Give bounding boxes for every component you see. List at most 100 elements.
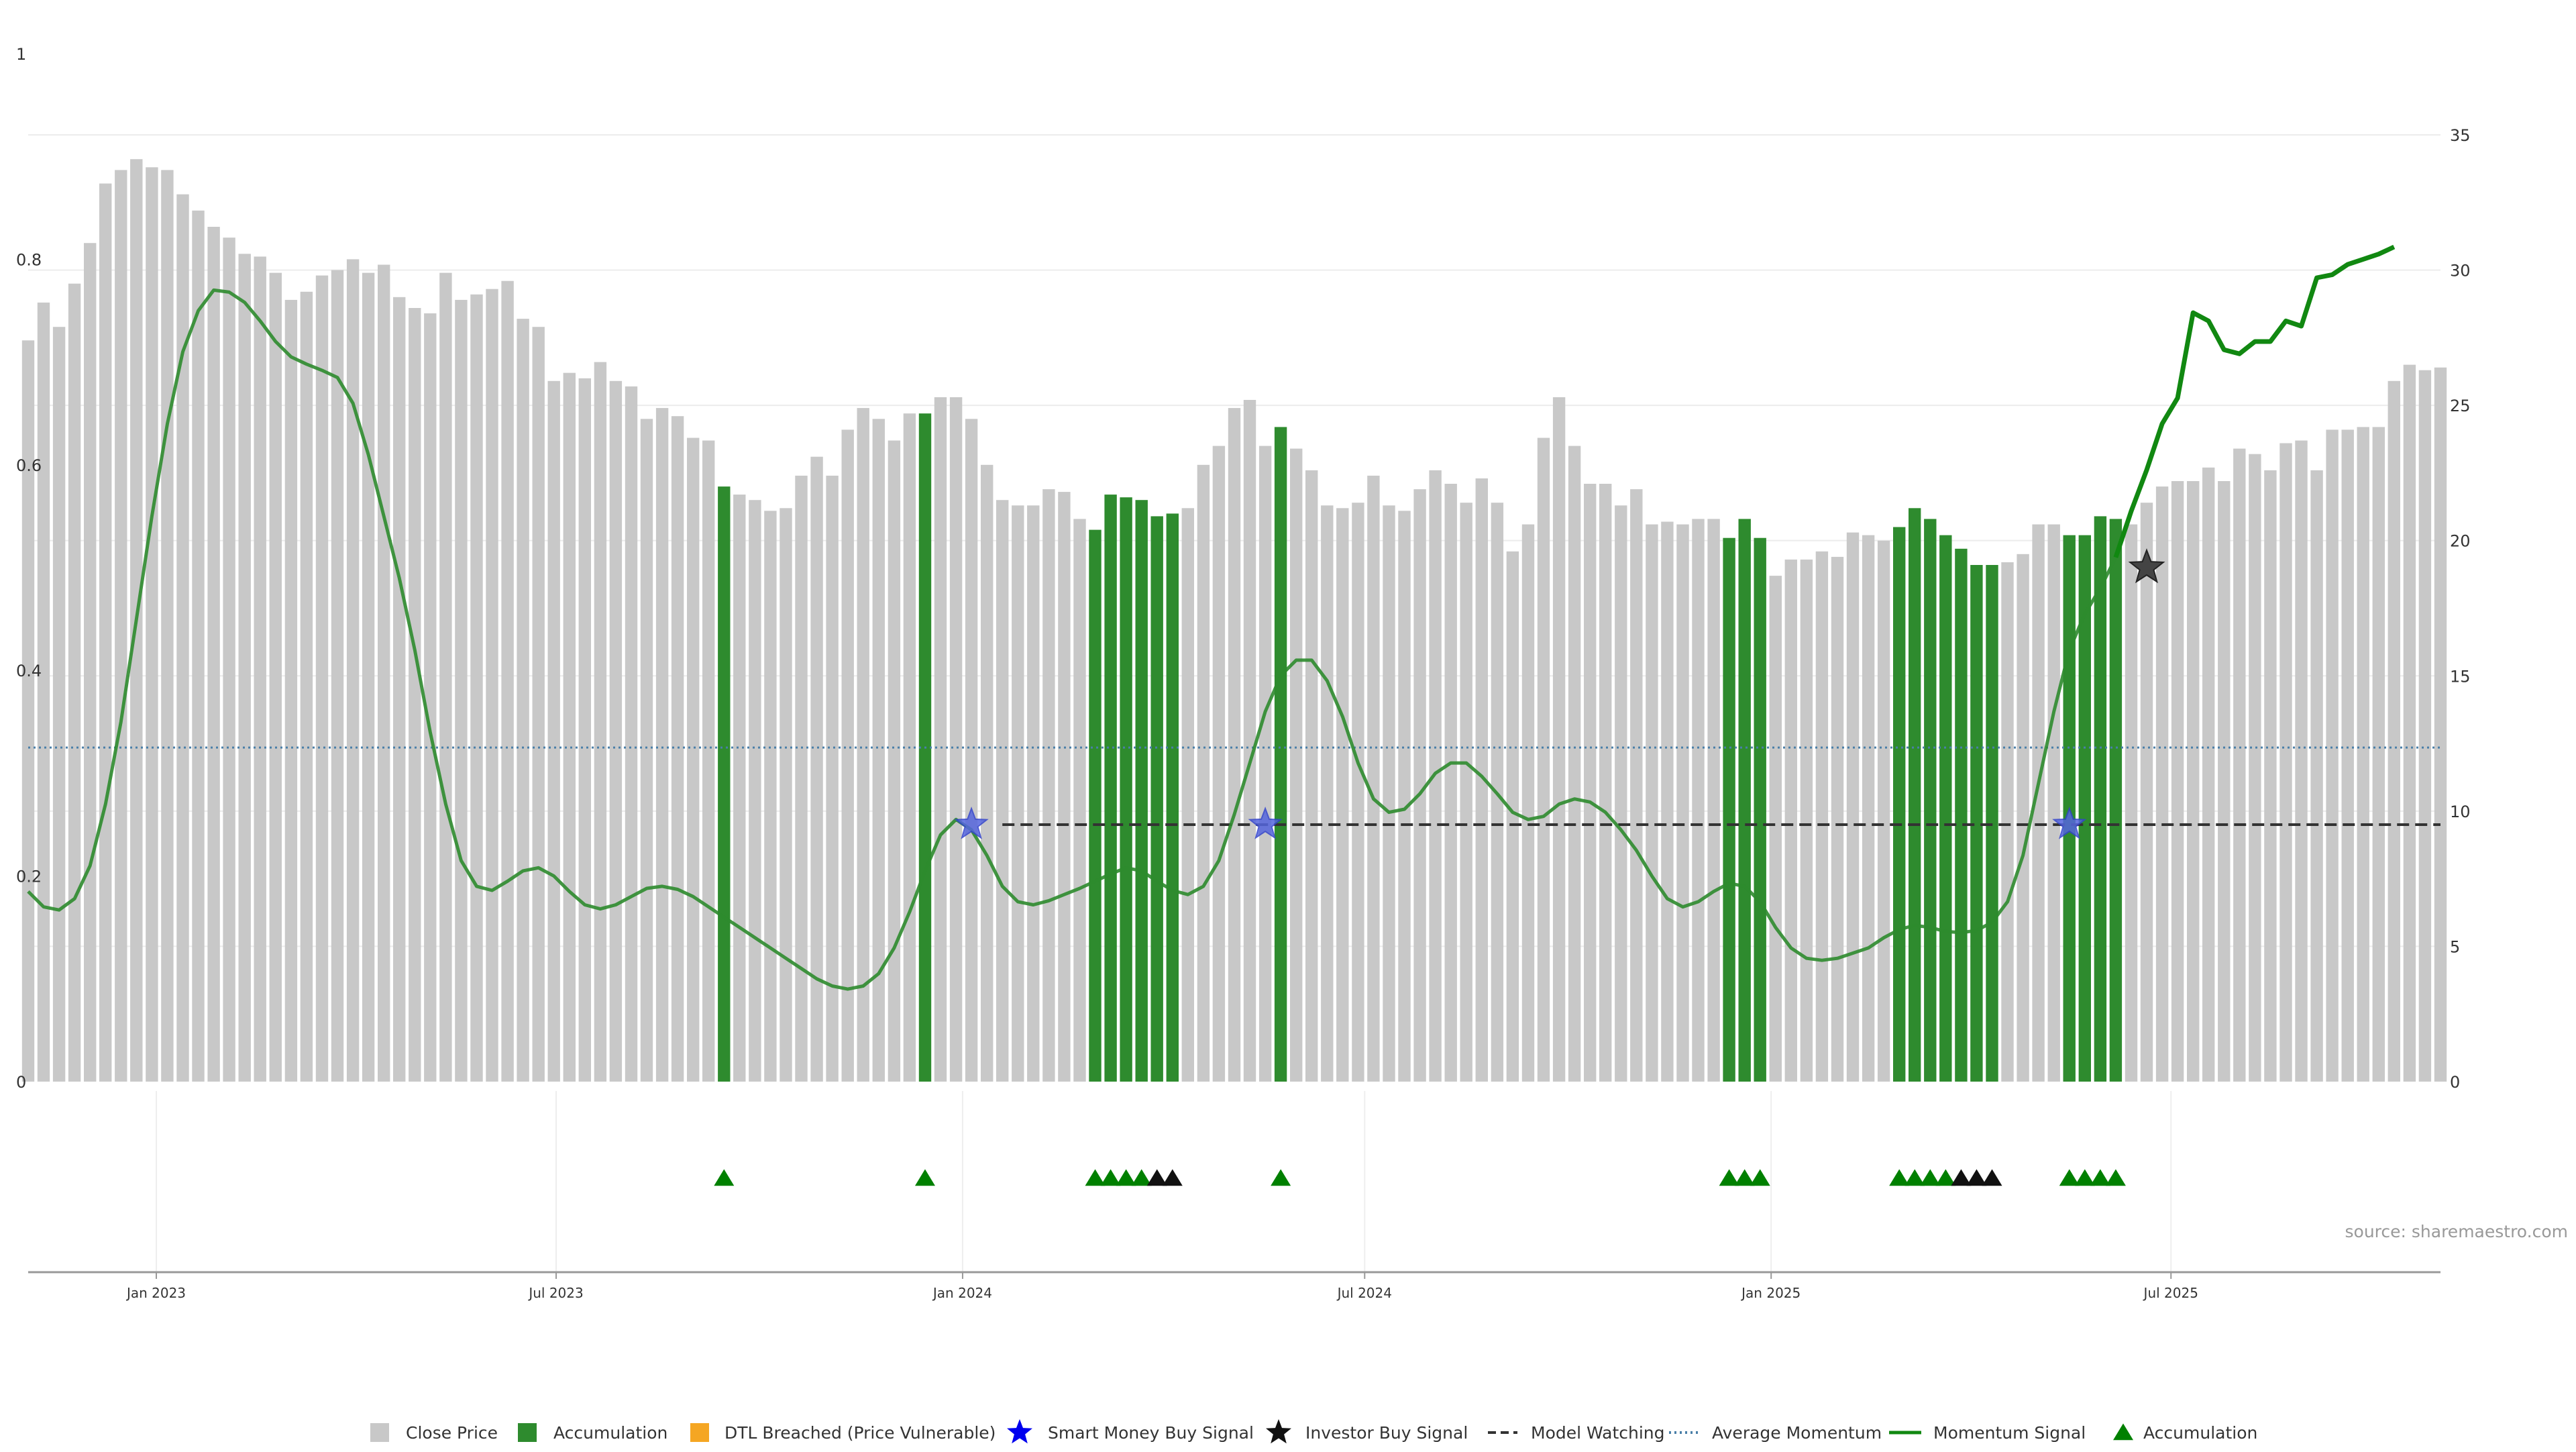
close-price-bar — [1800, 559, 1813, 1082]
close-price-bar — [1413, 489, 1426, 1082]
source-label: source: sharemaestro.com — [2345, 1222, 2569, 1241]
accumulation-bar — [1909, 508, 1921, 1082]
close-price-bar — [1321, 505, 1334, 1082]
close-price-bar — [517, 319, 529, 1082]
close-price-bar — [1769, 576, 1782, 1082]
close-price-bar — [52, 327, 66, 1082]
close-price-bar — [439, 272, 452, 1082]
smart-money-buy-signal — [1248, 807, 1283, 839]
accumulation-bar — [1754, 537, 1766, 1082]
close-price-bar — [1197, 464, 1210, 1082]
close-price-bar — [207, 227, 220, 1082]
close-price-bar — [1846, 532, 1860, 1082]
momentum-signal-recent-line — [2113, 244, 2396, 558]
close-price-bar — [1352, 503, 1364, 1082]
close-price-bar — [2357, 427, 2369, 1082]
legend: Close Price Accumulation DTL Breached (Pri… — [370, 1419, 2257, 1444]
close-price-bar — [702, 440, 715, 1082]
close-price-bar — [1475, 478, 1488, 1082]
close-price-bar — [2017, 554, 2029, 1082]
close-price-bar — [1646, 524, 1658, 1082]
legend-triangle — [2113, 1423, 2133, 1441]
close-price-bar — [857, 408, 869, 1082]
close-price-bar — [996, 500, 1009, 1082]
right-axis-tick-label: 0 — [2450, 1073, 2460, 1092]
close-price-bar — [1862, 535, 1875, 1082]
legend-label: Accumulation — [2143, 1423, 2257, 1443]
close-price-bar — [780, 508, 792, 1082]
close-price-bar — [1336, 508, 1349, 1082]
accumulation-marker-dark — [1162, 1169, 1183, 1186]
close-price-bar — [2434, 367, 2447, 1082]
left-axis-tick-label: 0.4 — [16, 662, 42, 680]
close-price-bar — [2341, 429, 2354, 1082]
close-price-bar — [455, 299, 468, 1082]
close-price-bar — [2233, 448, 2246, 1082]
legend-swatch — [370, 1423, 389, 1442]
close-price-bar — [2279, 443, 2292, 1082]
close-price-bar — [284, 299, 298, 1082]
x-axis-tick-label: Jan 2025 — [1740, 1285, 1801, 1301]
close-price-bar — [254, 256, 266, 1082]
legend-item: Investor Buy Signal — [1266, 1419, 1468, 1444]
close-price-bar — [2387, 380, 2400, 1082]
close-price-bar — [2372, 427, 2385, 1082]
close-price-bar — [238, 254, 251, 1082]
legend-label: Investor Buy Signal — [1305, 1423, 1468, 1443]
close-price-bar — [1599, 484, 1612, 1082]
close-price-bar — [146, 167, 158, 1082]
accumulation-marker — [914, 1169, 935, 1186]
close-price-bar — [1831, 556, 1844, 1082]
close-price-bar — [687, 437, 700, 1082]
close-price-bar — [1537, 437, 1550, 1082]
accumulation-marker — [1116, 1169, 1136, 1186]
close-price-bar — [1398, 511, 1411, 1082]
accumulation-markers — [714, 1169, 2126, 1186]
close-price-bar — [2032, 524, 2045, 1082]
close-price-bar — [1058, 492, 1071, 1082]
legend-swatch — [690, 1423, 709, 1442]
accumulation-marker — [1085, 1169, 1106, 1186]
x-axis-tick-label: Jan 2024 — [932, 1285, 992, 1301]
x-axis-tick-label: Jul 2024 — [1336, 1285, 1392, 1301]
close-price-bar — [315, 275, 329, 1082]
close-price-bar — [2295, 440, 2308, 1082]
legend-swatch — [518, 1423, 537, 1442]
close-price-bar — [1444, 484, 1457, 1082]
close-price-bar — [21, 340, 35, 1082]
close-price-bar — [424, 313, 437, 1082]
close-price-bar — [764, 511, 777, 1082]
close-price-bar — [1290, 448, 1303, 1082]
legend-label: Close Price — [406, 1423, 498, 1443]
accumulation-bar — [1893, 527, 1906, 1082]
close-price-bar — [68, 283, 81, 1082]
accumulation-marker — [1889, 1169, 1910, 1186]
close-price-bar — [2403, 364, 2416, 1082]
close-price-bar — [2202, 467, 2215, 1082]
legend-item: Accumulation — [2113, 1423, 2257, 1443]
right-axis-tick-label: 15 — [2450, 667, 2471, 686]
accumulation-bar — [1120, 497, 1132, 1082]
close-price-bar — [1460, 503, 1472, 1082]
momentum-signal-line — [27, 288, 2118, 991]
accumulation-bar — [1738, 519, 1751, 1082]
close-price-bar — [331, 270, 344, 1082]
right-axis-tick-label: 30 — [2450, 262, 2471, 280]
close-price-bar — [192, 210, 205, 1082]
legend-label: Average Momentum — [1712, 1423, 1882, 1443]
close-price-bar — [1506, 551, 1519, 1082]
close-price-bar — [578, 378, 591, 1082]
legend-star — [1266, 1419, 1291, 1444]
close-price-bar — [1552, 397, 1566, 1082]
accumulation-marker — [1935, 1169, 1956, 1186]
legend-item: Model Watching — [1488, 1423, 1665, 1443]
accumulation-marker-dark — [1951, 1169, 1972, 1186]
accumulation-bar — [1970, 565, 1983, 1082]
accumulation-marker — [1904, 1169, 1925, 1186]
close-price-bar — [733, 495, 746, 1082]
close-price-bar — [1305, 470, 1318, 1082]
accumulation-marker — [1750, 1169, 1770, 1186]
close-price-bar — [346, 259, 360, 1082]
accumulation-bar — [1274, 427, 1287, 1082]
